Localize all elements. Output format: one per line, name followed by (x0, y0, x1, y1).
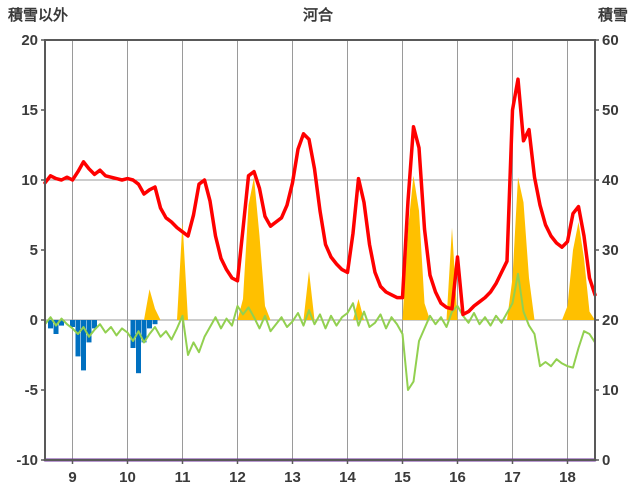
series-blue-bars-bar (141, 320, 147, 343)
x-axis-tick-label: 13 (284, 469, 301, 486)
left-axis-tick-label: -10 (16, 452, 38, 469)
left-axis-tick-label: 15 (21, 102, 38, 119)
left-axis-tick-label: 5 (30, 242, 38, 259)
left-axis-tick-label: 20 (21, 32, 38, 49)
x-axis-tick-label: 9 (68, 469, 76, 486)
right-axis-tick-label: 60 (602, 32, 619, 49)
right-axis-tick-label: 40 (602, 172, 619, 189)
series-orange-area (45, 175, 595, 320)
left-axis-tick-label: 0 (30, 312, 38, 329)
series-blue-bars-bar (70, 320, 75, 327)
x-axis-tick-label: 18 (559, 469, 576, 486)
series-red-line (43, 77, 597, 317)
left-axis-title: 積雪以外 (8, 7, 69, 24)
series-green-line (44, 272, 596, 391)
right-axis-tick-label: 30 (602, 242, 619, 259)
series-blue-bars-bar (136, 320, 141, 374)
series-blue-bars-bar (130, 320, 136, 348)
right-axis-tick-label: 10 (602, 382, 619, 399)
x-axis-tick-label: 11 (175, 469, 191, 486)
right-axis-title: 積雪 (597, 7, 628, 24)
series-blue-bars-bar (147, 320, 152, 329)
chart-title: 河合 (302, 7, 333, 24)
series-blue-bars-bar (59, 320, 64, 326)
series-blue-bars-bar (86, 320, 92, 343)
series-blue-bars-bar (53, 320, 59, 334)
plot-area (45, 40, 595, 460)
x-axis-tick-label: 15 (394, 469, 411, 486)
right-axis-tick-label: 50 (602, 102, 619, 119)
right-axis-tick-label: 0 (602, 452, 610, 469)
x-axis-tick-label: 10 (119, 469, 136, 486)
x-axis-tick-label: 12 (229, 469, 246, 486)
series-blue-bars-bar (75, 320, 81, 357)
series-blue-bars-bar (81, 320, 86, 371)
x-axis-tick-label: 14 (339, 469, 356, 486)
right-axis-tick-label: 20 (602, 312, 619, 329)
left-axis-tick-label: 10 (21, 172, 38, 189)
left-axis-tick-label: -5 (25, 382, 38, 399)
x-axis-tick-label: 17 (504, 469, 521, 486)
series-blue-bars-bar (152, 320, 158, 325)
x-axis-tick-label: 16 (449, 469, 466, 486)
series-blue-bars-bar (92, 320, 97, 329)
series-blue-bars-bar (48, 320, 53, 329)
